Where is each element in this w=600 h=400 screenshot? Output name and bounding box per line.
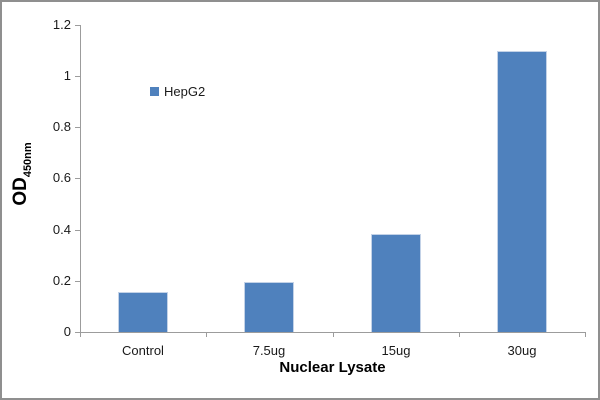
x-tick-label: 7.5ug: [252, 343, 286, 358]
legend-swatch-icon: [150, 87, 159, 96]
y-tick-label: 0.4: [52, 222, 71, 237]
y-tick-label: 0: [63, 324, 71, 339]
y-axis-tick: [75, 332, 80, 333]
y-tick-label: 0.8: [52, 119, 71, 134]
y-axis-tick: [75, 178, 80, 179]
y-axis-tick: [75, 230, 80, 231]
y-tick-label: 1: [63, 68, 71, 83]
bar-15ug: [371, 234, 421, 332]
x-axis-tick: [333, 332, 334, 337]
y-tick-label: 0.6: [52, 170, 71, 185]
x-tick-label: 30ug: [507, 343, 537, 358]
y-tick-label: 1.2: [52, 17, 71, 32]
x-axis-tick: [80, 332, 81, 337]
bar-30ug: [497, 51, 547, 332]
legend: HepG2: [150, 84, 205, 99]
x-axis-tick: [585, 332, 586, 337]
y-axis-tick: [75, 281, 80, 282]
bar-control: [118, 292, 168, 332]
bar-7-5ug: [244, 282, 294, 332]
y-axis-tick: [75, 76, 80, 77]
x-tick-label: Control: [122, 343, 164, 358]
y-tick-label: 0.2: [52, 273, 71, 288]
x-tick-label: 15ug: [381, 343, 411, 358]
y-axis-tick: [75, 25, 80, 26]
x-axis-tick: [206, 332, 207, 337]
y-axis-line: [80, 25, 81, 333]
x-axis-title: Nuclear Lysate: [279, 359, 386, 376]
x-axis-tick: [459, 332, 460, 337]
y-axis-tick: [75, 127, 80, 128]
legend-label: HepG2: [164, 84, 206, 99]
